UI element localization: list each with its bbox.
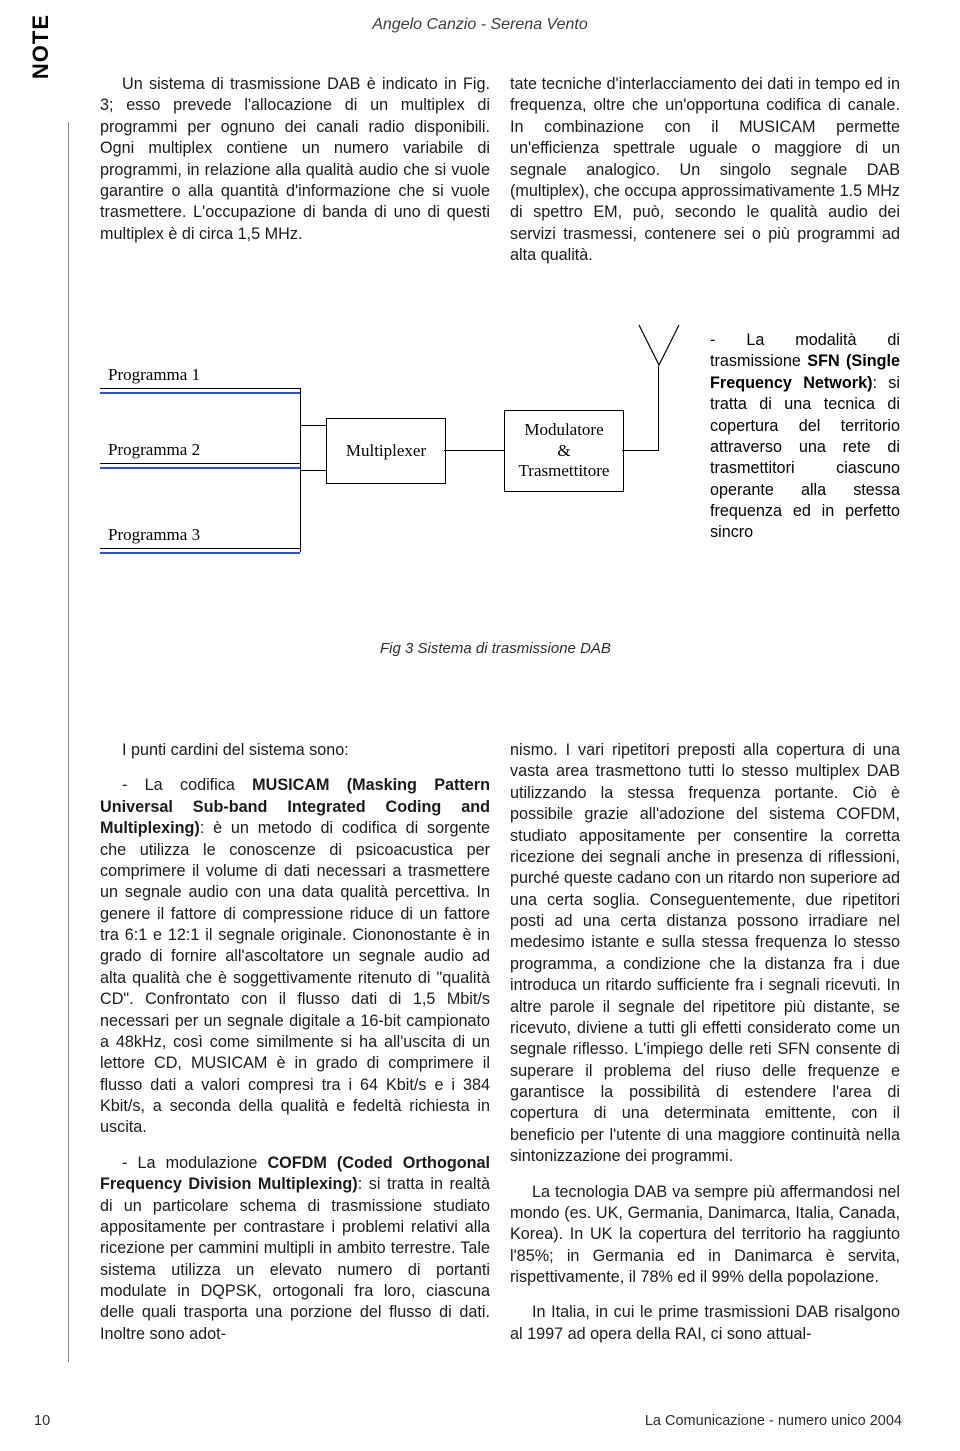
page-number: 10 [34,1413,50,1429]
bl-p3: - La modulazione COFDM (Coded Orthogonal… [100,1153,490,1345]
fig-wire-p1-top [100,388,300,389]
fig-caption: Fig 3 Sistema di trasmissione DAB [380,640,611,657]
fig-wire-p3-top [100,548,300,549]
bl-p3-prefix: - La modulazione [122,1154,267,1172]
bl-p1: I punti cardini del sistema sono: [100,740,490,761]
bottom-left-column: I punti cardini del sistema sono: - La c… [100,740,490,1359]
wrap-suffix: : si tratta di una tecnica di copertura … [710,374,900,542]
fig-wire-p1-blue [100,392,300,394]
authors-header: Angelo Canzio - Serena Vento [0,16,960,34]
fig-prog2-label: Programma 2 [108,440,200,460]
fig-multiplexer-label: Multiplexer [346,441,426,461]
page: NOTE Angelo Canzio - Serena Vento Un sis… [0,0,960,1451]
br-p2: La tecnologia DAB va sempre più afferman… [510,1182,900,1289]
fig-wire-p3-blue [100,552,300,554]
top-right-text: tate tecniche d'interlacciamento dei dat… [510,74,900,266]
bl-p2: - La codifica MUSICAM (Masking Pattern U… [100,775,490,1138]
fig-wire-p2-top [100,463,300,464]
fig-multiplexer-box: Multiplexer [326,418,446,484]
br-p3: In Italia, in cui le prime trasmissioni … [510,1302,900,1345]
fig-wire-mux-mod [444,450,504,451]
fig-mux-in-1 [300,425,326,426]
journal-name: La Comunicazione - numero unico 2004 [645,1413,902,1429]
top-left-text: Un sistema di trasmissione DAB è indicat… [100,74,490,245]
bottom-right-column: nismo. I vari ripetitori preposti alla c… [510,740,900,1359]
br-p1: nismo. I vari ripetitori preposti alla c… [510,740,900,1168]
bl-p2-suffix: : è un metodo di codifica di sorgente ch… [100,819,490,1136]
fig-wire-p2-blue [100,467,300,469]
fig-prog1-label: Programma 1 [108,365,200,385]
footer: 10 La Comunicazione - numero unico 2004 [34,1413,902,1429]
top-right-paragraph: tate tecniche d'interlacciamento dei dat… [510,74,900,280]
fig-prog3-label: Programma 3 [108,525,200,545]
wrap-right-text: - La modalità di trasmissione SFN (Singl… [510,330,900,544]
fig-mux-in-2 [300,470,326,471]
bl-p3-suffix: : si tratta in realtà di un particolare … [100,1175,490,1343]
bl-p2-prefix: - La codifica [122,776,252,794]
vertical-divider [68,122,69,1362]
top-left-paragraph: Un sistema di trasmissione DAB è indicat… [100,74,490,259]
